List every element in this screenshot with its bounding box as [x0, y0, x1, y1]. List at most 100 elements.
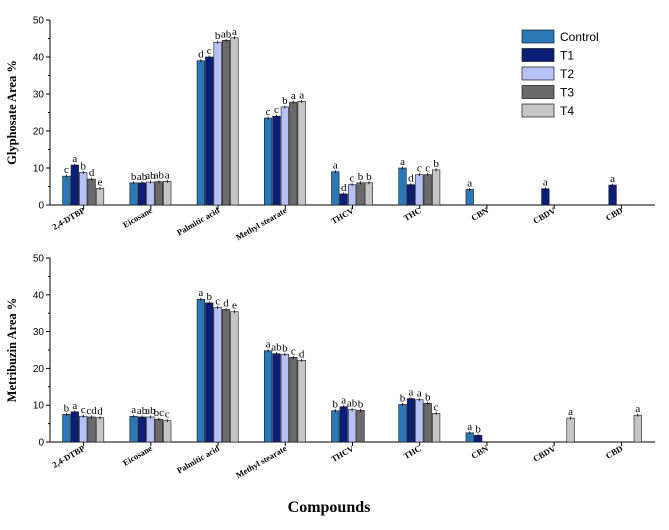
y-tick-label: 0 — [38, 438, 44, 449]
bar — [356, 182, 365, 206]
bar — [415, 399, 424, 443]
significance-letter: d — [223, 298, 229, 310]
significance-letter: b — [400, 392, 406, 404]
y-tick-label: 20 — [33, 364, 45, 375]
legend-swatch — [521, 29, 555, 44]
significance-letter: a — [635, 403, 640, 415]
bar — [95, 188, 105, 206]
legend-label: Control — [560, 30, 599, 44]
y-tick-label: 40 — [33, 290, 45, 301]
significance-letter: a — [408, 387, 413, 399]
significance-letter: d — [341, 182, 347, 194]
legend-swatch — [521, 103, 555, 118]
significance-letter: e — [98, 176, 103, 188]
significance-letter: a — [72, 153, 77, 165]
significance-letter: b — [131, 171, 137, 183]
bar — [289, 357, 298, 443]
significance-letter: ab — [137, 171, 148, 183]
bar — [95, 417, 105, 443]
significance-letter: ab — [145, 170, 156, 182]
bar — [154, 181, 163, 206]
significance-letter: d — [89, 167, 95, 179]
bar — [423, 174, 432, 206]
significance-letter: b — [207, 291, 213, 303]
y-tick-label: 50 — [33, 254, 45, 265]
significance-letter: c — [165, 409, 170, 421]
significance-letter: a — [131, 404, 136, 416]
legend-label: T2 — [560, 67, 574, 81]
bar — [146, 181, 155, 206]
significance-letter: a — [400, 156, 405, 168]
bar — [79, 172, 88, 206]
significance-letter: d — [299, 348, 305, 360]
bar — [541, 188, 550, 206]
legend-swatch — [521, 48, 555, 62]
bar — [347, 184, 357, 206]
bar — [62, 414, 71, 443]
significance-letter: ab — [145, 405, 156, 417]
significance-letter: d — [198, 49, 204, 61]
bar — [331, 410, 340, 443]
significance-letter: c — [291, 345, 296, 357]
y-tick-label: 30 — [33, 90, 45, 101]
legend-label: T3 — [560, 86, 574, 100]
significance-letter: b — [282, 95, 288, 107]
significance-letter: c — [215, 296, 220, 308]
bar — [406, 184, 416, 206]
y-tick-label: 40 — [33, 53, 45, 64]
significance-letter: a — [543, 177, 548, 189]
significance-letter: bc — [154, 407, 165, 419]
significance-letter: b — [215, 30, 221, 42]
bar — [230, 311, 239, 443]
significance-letter: c — [207, 45, 212, 57]
y-tick-label: 30 — [33, 327, 45, 338]
bar — [331, 171, 340, 206]
bar — [432, 169, 441, 206]
significance-letter: d — [408, 173, 414, 185]
bar — [608, 184, 617, 206]
bar — [129, 182, 138, 206]
significance-letter: b — [358, 398, 364, 410]
significance-letter: c — [350, 173, 355, 185]
significance-letter: c — [425, 163, 430, 175]
bar — [87, 416, 96, 443]
category-label: Eicosane — [121, 443, 154, 468]
category-label: Methyl stearate — [234, 205, 288, 242]
y-tick-label: 20 — [33, 127, 45, 138]
significance-letter: c — [81, 404, 86, 416]
significance-letter: a — [417, 388, 422, 400]
bar — [280, 106, 289, 206]
significance-letter: b — [433, 158, 439, 170]
significance-letter: b — [366, 171, 372, 183]
significance-letter: a — [232, 26, 237, 38]
bar — [205, 302, 214, 443]
bar — [129, 415, 138, 443]
significance-letter: a — [333, 160, 338, 172]
legend: Control T1 T2 T3 T4 — [521, 29, 599, 118]
y-axis-title: Metribuzin Area % — [5, 298, 19, 403]
significance-letter: a — [299, 89, 304, 101]
bar — [163, 420, 172, 443]
significance-letter: a — [266, 339, 271, 351]
y-tick-label: 50 — [33, 16, 45, 27]
legend-label: T4 — [560, 104, 574, 118]
significance-letter: ab — [271, 342, 282, 354]
bar — [339, 406, 348, 443]
category-label: Palmitic acid — [175, 205, 221, 238]
bar — [339, 193, 348, 206]
bar — [221, 309, 231, 443]
category-label: Eicosane — [121, 205, 154, 230]
legend-swatch — [521, 85, 555, 99]
significance-letter: a — [198, 287, 203, 299]
bar — [398, 404, 407, 443]
significance-letter: a — [341, 395, 346, 407]
significance-letter: b — [425, 391, 431, 403]
significance-letter: b — [333, 399, 339, 411]
bar — [566, 417, 575, 443]
bar — [163, 181, 172, 206]
significance-letter: c — [274, 104, 279, 116]
bar — [146, 416, 155, 443]
y-tick-label: 0 — [38, 201, 44, 212]
bar — [263, 117, 273, 206]
